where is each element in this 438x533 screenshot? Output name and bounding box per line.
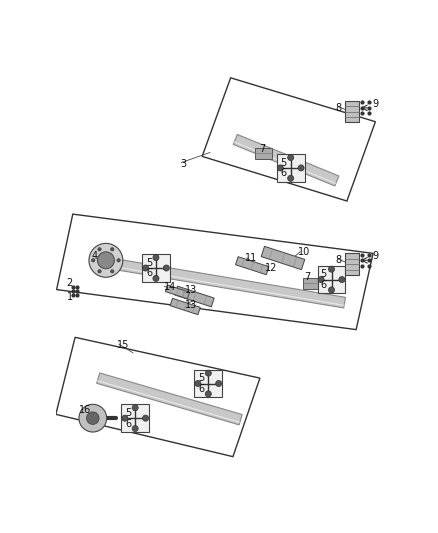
Bar: [346, 253, 359, 275]
Circle shape: [89, 244, 123, 277]
Bar: [255, 148, 272, 159]
Text: 14: 14: [164, 282, 176, 292]
Circle shape: [97, 252, 114, 269]
Polygon shape: [97, 373, 242, 425]
Text: 8: 8: [336, 103, 342, 113]
Text: 13: 13: [184, 285, 197, 295]
Circle shape: [142, 265, 148, 271]
Text: 9: 9: [372, 252, 378, 262]
Text: 6: 6: [198, 384, 205, 394]
Circle shape: [328, 287, 335, 293]
Text: 5: 5: [321, 269, 327, 279]
Circle shape: [205, 370, 212, 376]
Text: 5: 5: [198, 373, 205, 383]
Circle shape: [339, 277, 345, 282]
Polygon shape: [170, 298, 200, 314]
Bar: [346, 101, 359, 123]
Text: 8: 8: [336, 255, 342, 265]
Circle shape: [98, 248, 101, 251]
Text: 16: 16: [79, 406, 91, 415]
Text: 1: 1: [67, 292, 73, 302]
Circle shape: [298, 165, 304, 171]
Polygon shape: [261, 246, 305, 270]
Polygon shape: [166, 285, 190, 298]
Text: 6: 6: [125, 418, 131, 429]
Circle shape: [142, 415, 148, 421]
Circle shape: [92, 259, 95, 262]
Circle shape: [132, 405, 138, 411]
Polygon shape: [175, 286, 214, 307]
Text: 13: 13: [184, 300, 197, 310]
Bar: [318, 265, 346, 294]
Text: 12: 12: [265, 263, 278, 273]
Bar: [194, 370, 222, 398]
Text: 5: 5: [146, 257, 152, 268]
Circle shape: [122, 415, 128, 421]
Text: 9: 9: [372, 99, 378, 109]
Text: 7: 7: [304, 272, 311, 282]
Circle shape: [153, 255, 159, 261]
Circle shape: [153, 276, 159, 281]
Text: 3: 3: [180, 159, 187, 169]
Circle shape: [277, 165, 283, 171]
Circle shape: [98, 270, 101, 273]
Text: 6: 6: [280, 168, 286, 179]
Circle shape: [110, 248, 114, 251]
Circle shape: [328, 266, 335, 272]
Text: 2: 2: [67, 278, 73, 288]
Circle shape: [205, 391, 212, 397]
Text: 6: 6: [321, 280, 327, 290]
Text: 6: 6: [146, 269, 152, 278]
Bar: [121, 405, 149, 432]
Bar: [142, 254, 170, 282]
Polygon shape: [233, 134, 339, 186]
Text: 5: 5: [280, 158, 286, 167]
Circle shape: [117, 259, 120, 262]
Circle shape: [215, 381, 222, 386]
Text: 4: 4: [91, 252, 97, 262]
Text: 15: 15: [117, 340, 130, 350]
Text: 10: 10: [298, 247, 310, 257]
Circle shape: [87, 412, 99, 424]
Circle shape: [79, 405, 107, 432]
Polygon shape: [105, 257, 346, 308]
Bar: [303, 278, 320, 289]
Circle shape: [195, 381, 201, 386]
Circle shape: [288, 175, 294, 181]
Text: 5: 5: [125, 408, 131, 418]
Polygon shape: [236, 257, 269, 274]
Circle shape: [288, 155, 294, 160]
Circle shape: [163, 265, 170, 271]
Text: 7: 7: [259, 144, 265, 154]
Circle shape: [110, 270, 114, 273]
Circle shape: [318, 277, 324, 282]
Circle shape: [132, 425, 138, 432]
Text: 11: 11: [245, 253, 258, 263]
Bar: [277, 154, 304, 182]
